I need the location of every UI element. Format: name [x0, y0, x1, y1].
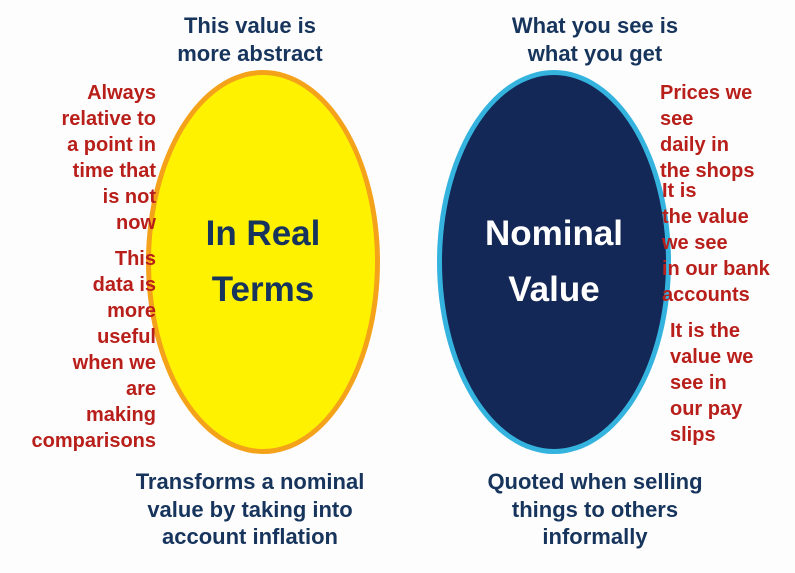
- left-bottom-caption: Transforms a nominalvalue by taking into…: [85, 468, 415, 551]
- left-annotation-b: Thisdata ismoreusefulwhen wearemakingcom…: [6, 246, 156, 454]
- right-bottom-caption: Quoted when sellingthings to othersinfor…: [440, 468, 750, 551]
- real-terms-oval: In Real Terms: [146, 70, 380, 454]
- real-terms-line2: Terms: [212, 262, 314, 318]
- nominal-value-line2: Value: [508, 262, 599, 318]
- nominal-value-oval: Nominal Value: [437, 70, 671, 454]
- nominal-value-line1: Nominal: [485, 206, 623, 262]
- right-annotation-b: It isthe valuewe seein our bankaccounts: [662, 178, 792, 308]
- right-top-caption: What you see iswhat you get: [440, 12, 750, 67]
- real-terms-line1: In Real: [206, 206, 321, 262]
- right-annotation-a: Prices we seedaily inthe shops: [660, 80, 790, 184]
- right-annotation-c: It is thevalue wesee inour payslips: [670, 318, 790, 448]
- left-top-caption: This value ismore abstract: [95, 12, 405, 67]
- left-annotation-a: Alwaysrelative toa point intime thatis n…: [6, 80, 156, 236]
